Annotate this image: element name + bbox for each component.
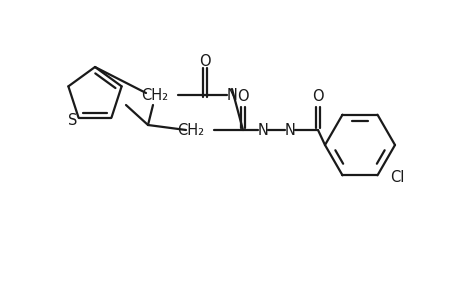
Text: Cl: Cl — [390, 170, 404, 185]
Text: S: S — [68, 113, 77, 128]
Text: N: N — [226, 88, 237, 103]
Text: O: O — [199, 53, 210, 68]
Text: O: O — [237, 88, 248, 104]
Text: N: N — [284, 122, 295, 137]
Text: CH₂: CH₂ — [140, 88, 168, 103]
Text: CH₂: CH₂ — [177, 122, 203, 137]
Text: O: O — [312, 88, 323, 104]
Text: N: N — [257, 122, 268, 137]
